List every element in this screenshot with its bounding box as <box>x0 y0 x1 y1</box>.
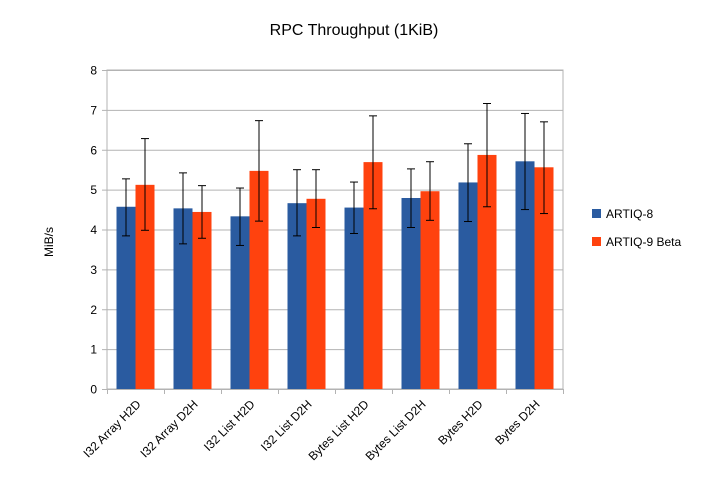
bar-artiq-8 <box>116 206 136 389</box>
bar-artiq-8 <box>230 216 250 389</box>
y-tick-label: 6 <box>90 143 97 157</box>
y-tick-label: 0 <box>90 383 97 397</box>
y-tick-label: 7 <box>90 103 97 117</box>
bar-artiq-8 <box>344 207 364 389</box>
bar-artiq-8 <box>173 208 193 389</box>
bar-artiq-8 <box>515 161 535 389</box>
error-bars <box>122 102 548 246</box>
y-tick-label: 5 <box>90 183 97 197</box>
bar-artiq-9-beta <box>420 191 440 389</box>
y-tick-label: 4 <box>90 223 97 237</box>
bar-artiq-8 <box>401 197 421 389</box>
y-axis-title: MiB/s <box>42 227 56 257</box>
x-category-label: I32 Array H2D <box>80 397 143 460</box>
y-tick-label: 2 <box>90 303 97 317</box>
legend-label: ARTIQ-8 <box>606 207 653 221</box>
y-tick-label: 3 <box>90 263 97 277</box>
bars <box>116 154 554 389</box>
bar-artiq-8 <box>287 203 307 389</box>
x-category-label: I32 List H2D <box>201 397 258 454</box>
bar-artiq-9-beta <box>135 184 155 389</box>
legend-swatch <box>592 209 601 218</box>
legend-swatch <box>592 237 601 246</box>
bar-artiq-9-beta <box>249 170 269 389</box>
bar-artiq-9-beta <box>363 162 383 389</box>
legend-label: ARTIQ-9 Beta <box>606 235 681 249</box>
x-category-label: Bytes D2H <box>492 397 542 447</box>
x-category-label: I32 List D2H <box>258 397 315 454</box>
chart-title: RPC Throughput (1KiB) <box>270 22 439 39</box>
bar-artiq-9-beta <box>192 211 212 389</box>
bar-artiq-9-beta <box>306 198 326 389</box>
y-tick-label: 1 <box>90 343 97 357</box>
bar-artiq-9-beta <box>477 154 497 389</box>
bar-artiq-9-beta <box>534 167 554 389</box>
bar-artiq-8 <box>458 182 478 389</box>
x-category-label: Bytes H2D <box>435 397 486 448</box>
y-tick-label: 8 <box>90 64 97 78</box>
legend: ARTIQ-8 ARTIQ-9 Beta <box>592 207 681 249</box>
x-category-label: Bytes List D2H <box>363 397 429 463</box>
x-category-label: I32 Array D2H <box>137 397 200 460</box>
